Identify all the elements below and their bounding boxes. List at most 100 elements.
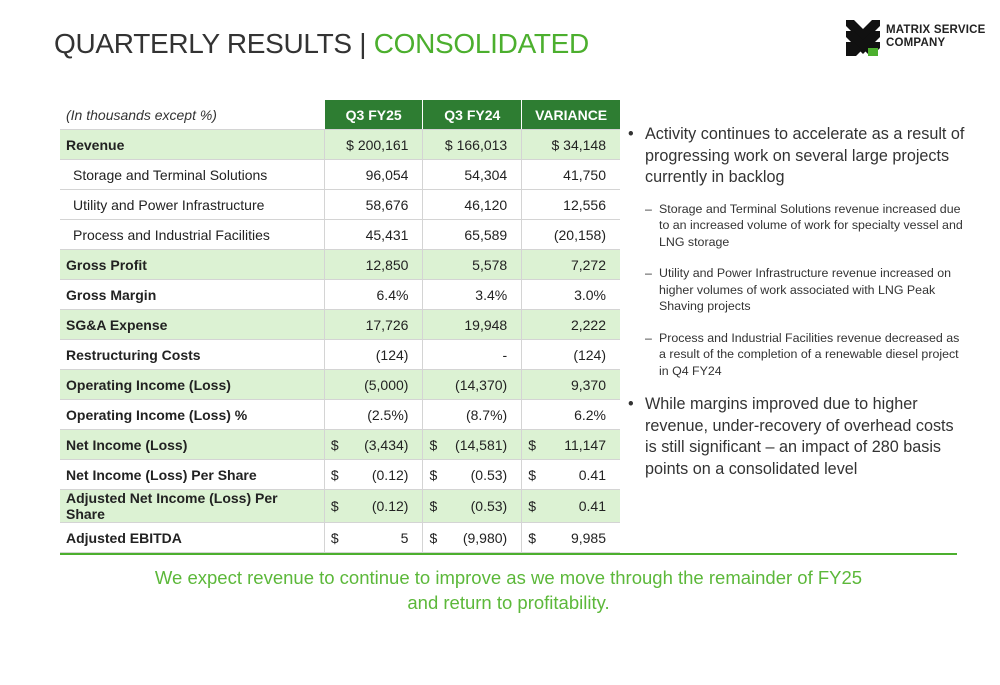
sub-bullet-utility: – Utility and Power Infrastructure reven… (628, 265, 968, 315)
sub-bullet-storage: – Storage and Terminal Solutions revenue… (628, 201, 968, 251)
cell-q3-fy24: 54,304 (422, 159, 522, 190)
logo-text-line1: MATRIX SERVICE (886, 24, 986, 36)
cell-q3-fy25: (124) (323, 339, 423, 370)
cell-q3-fy25: 58,676 (323, 189, 423, 220)
logo-mark-icon (846, 20, 880, 56)
table-row-gross-profit: Gross Profit 12,850 5,578 7,272 (60, 249, 620, 280)
table-row-process-industrial: Process and Industrial Facilities 45,431… (60, 219, 620, 250)
cell-variance: 12,556 (521, 189, 620, 220)
row-label: Operating Income (Loss) (60, 369, 325, 400)
currency-symbol: $ (429, 529, 438, 546)
footer-line2: and return to profitability. (407, 592, 610, 613)
table-row-gross-margin: Gross Margin 6.4% 3.4% 3.0% (60, 279, 620, 310)
table-row-sga-expense: SG&A Expense 17,726 19,948 2,222 (60, 309, 620, 340)
cell-value: (3,434) (364, 436, 409, 453)
table-header-row: (In thousands except %) Q3 FY25 Q3 FY24 … (60, 100, 620, 130)
row-label: Operating Income (Loss) % (60, 399, 325, 430)
bullet-margins: • While margins improved due to higher r… (628, 394, 968, 480)
cell-q3-fy24: $ (0.53) (422, 489, 522, 523)
row-label: Process and Industrial Facilities (60, 219, 325, 250)
column-header-q3-fy24: Q3 FY24 (422, 100, 522, 130)
commentary: • Activity continues to accelerate as a … (628, 124, 968, 492)
cell-value: 5 (400, 529, 409, 546)
cell-q3-fy25: $ (3,434) (323, 429, 423, 460)
currency-symbol: $ (528, 498, 536, 514)
cell-q3-fy24: $ (0.53) (422, 459, 522, 490)
currency-symbol: $ (429, 436, 438, 453)
row-label: Restructuring Costs (60, 339, 325, 370)
table-row-net-income: Net Income (Loss) $ (3,434) $ (14,581) $11… (60, 429, 620, 460)
table-row-utility-power: Utility and Power Infrastructure 58,676 … (60, 189, 620, 220)
currency-symbol: $ (528, 466, 536, 483)
cell-q3-fy25: 12,850 (323, 249, 423, 280)
table-row-restructuring-costs: Restructuring Costs (124) - (124) (60, 339, 620, 370)
footer-outlook: We expect revenue to continue to improve… (60, 565, 957, 615)
cell-q3-fy25: 17,726 (323, 309, 423, 340)
cell-value: (0.53) (470, 498, 508, 514)
table-row-operating-income-pct: Operating Income (Loss) % (2.5%) (8.7%) … (60, 399, 620, 430)
cell-q3-fy24: 5,578 (422, 249, 522, 280)
cell-value: 0.41 (578, 498, 606, 514)
bullet-text: While margins improved due to higher rev… (645, 395, 954, 478)
dash-symbol: – (645, 330, 652, 345)
sub-bullet-process: – Process and Industrial Facilities reve… (628, 330, 968, 380)
title-main: QUARTERLY RESULTS | (54, 28, 374, 59)
row-label: Revenue (60, 129, 325, 160)
logo-text-line2: COMPANY (886, 37, 946, 49)
cell-variance: 9,370 (521, 369, 620, 400)
row-label: Gross Profit (60, 249, 325, 280)
cell-q3-fy24: 46,120 (422, 189, 522, 220)
cell-q3-fy24: $ (14,581) (422, 429, 522, 460)
table-row-revenue: Revenue $ 200,161 $ 166,013 $ 34,148 (60, 129, 620, 160)
title-accent: CONSOLIDATED (373, 28, 590, 59)
currency-symbol: $ (330, 466, 339, 483)
company-logo: MATRIX SERVICE COMPANY (844, 18, 989, 58)
table-row-adj-net-income-per-share: Adjusted Net Income (Loss) Per Share $ (0… (60, 489, 620, 523)
cell-value: 11,147 (564, 436, 606, 453)
column-header-variance: VARIANCE (521, 100, 620, 130)
cell-q3-fy25: 96,054 (323, 159, 423, 190)
column-header-q3-fy25: Q3 FY25 (323, 100, 423, 130)
row-label: Net Income (Loss) Per Share (60, 459, 325, 490)
cell-value: (0.12) (371, 498, 409, 514)
bullet-text: Activity continues to accelerate as a re… (645, 125, 965, 186)
cell-variance: $9,985 (521, 522, 620, 553)
bullet-activity: • Activity continues to accelerate as a … (628, 124, 968, 189)
financial-results-table: (In thousands except %) Q3 FY25 Q3 FY24 … (60, 100, 620, 553)
currency-symbol: $ (429, 498, 438, 514)
cell-variance: $ 34,148 (521, 129, 620, 160)
sub-bullet-text: Process and Industrial Facilities revenu… (659, 330, 960, 378)
cell-variance: 3.0% (521, 279, 620, 310)
cell-variance: 6.2% (521, 399, 620, 430)
cell-variance: $0.41 (521, 459, 620, 490)
cell-q3-fy25: $5 (323, 522, 423, 553)
cell-variance: $11,147 (521, 429, 620, 460)
cell-value: (9,980) (462, 529, 508, 546)
cell-q3-fy24: - (422, 339, 522, 370)
cell-value: 9,985 (570, 529, 606, 546)
currency-symbol: $ (528, 529, 536, 546)
row-label: Utility and Power Infrastructure (60, 189, 325, 220)
cell-q3-fy24: 65,589 (422, 219, 522, 250)
table-row-net-income-per-share: Net Income (Loss) Per Share $ (0.12) $ (0.… (60, 459, 620, 490)
cell-variance: (124) (521, 339, 620, 370)
cell-q3-fy25: 45,431 (323, 219, 423, 250)
cell-variance: 41,750 (521, 159, 620, 190)
cell-q3-fy25: (2.5%) (323, 399, 423, 430)
currency-symbol: $ (330, 436, 339, 453)
currency-symbol: $ (330, 529, 339, 546)
cell-value: (14,581) (455, 436, 508, 453)
cell-q3-fy25: $ (0.12) (323, 489, 423, 523)
cell-q3-fy24: 3.4% (422, 279, 522, 310)
table-caption: (In thousands except %) (60, 100, 325, 130)
cell-value: 0.41 (578, 466, 606, 483)
cell-q3-fy25: $ (0.12) (323, 459, 423, 490)
logo-text: MATRIX SERVICE COMPANY (886, 24, 986, 50)
dash-symbol: – (645, 201, 652, 216)
cell-value: (0.53) (470, 466, 508, 483)
table-row-adjusted-ebitda: Adjusted EBITDA $5 $ (9,980) $9,985 (60, 522, 620, 553)
cell-variance: (20,158) (521, 219, 620, 250)
cell-q3-fy24: (8.7%) (422, 399, 522, 430)
sub-bullet-text: Utility and Power Infrastructure revenue… (659, 266, 952, 313)
currency-symbol: $ (528, 436, 536, 453)
